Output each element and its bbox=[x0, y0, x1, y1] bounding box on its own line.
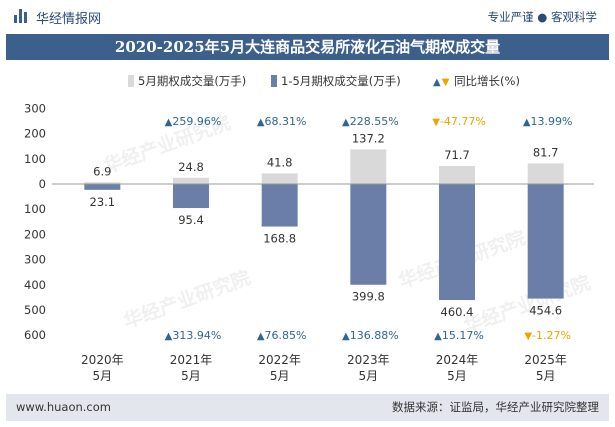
bar-cumulative bbox=[261, 184, 298, 227]
x-tick-label: 2023年 bbox=[347, 353, 390, 367]
value-label-monthly: 6.9 bbox=[93, 164, 111, 178]
value-label-monthly: 24.8 bbox=[178, 160, 204, 174]
y-tick-label: 600 bbox=[24, 328, 46, 342]
tagline: 专业严谨 ● 客观科学 bbox=[487, 10, 597, 24]
triangle-up-icon: ▲ bbox=[433, 77, 441, 88]
x-tick-label: 5月 bbox=[270, 369, 290, 383]
legend-item-growth: ▲▼ 同比增长(%) bbox=[433, 73, 520, 89]
chart-title: 2020-2025年5月大连商品交易所液化石油气期权成交量 bbox=[6, 34, 609, 60]
value-label-cumulative: 23.1 bbox=[90, 195, 116, 209]
growth-label-cumulative: ▲313.94% bbox=[165, 329, 222, 342]
value-label-cumulative: 460.4 bbox=[441, 305, 474, 319]
growth-label-cumulative: ▲136.88% bbox=[342, 329, 399, 342]
bar-monthly bbox=[84, 182, 121, 184]
brand-name: 华经情报网 bbox=[36, 12, 102, 27]
growth-label-monthly: ▲259.96% bbox=[165, 115, 222, 128]
value-label-monthly: 137.2 bbox=[352, 131, 385, 145]
chart-area: 300 200 100 0 100 200 300 400 500 600 6.9 23.1 2020年… bbox=[24, 101, 594, 383]
triangle-down-icon: ▼ bbox=[441, 77, 450, 88]
growth-label-cumulative: ▲15.17% bbox=[434, 329, 484, 342]
x-tick-label: 2020年 bbox=[81, 353, 124, 367]
value-label-cumulative: 454.6 bbox=[529, 304, 562, 318]
x-tick-label: 5月 bbox=[536, 369, 556, 383]
bar-cumulative bbox=[173, 184, 209, 209]
value-label-cumulative: 168.8 bbox=[263, 232, 296, 246]
bar-cumulative bbox=[84, 184, 121, 190]
x-tick-label: 2022年 bbox=[258, 353, 301, 367]
bar-monthly bbox=[527, 163, 564, 184]
x-tick-label: 2025年 bbox=[524, 353, 567, 367]
bar-cumulative bbox=[527, 184, 564, 299]
legend-label-growth: 同比增长(%) bbox=[454, 74, 520, 88]
footer-url[interactable]: www.huaon.com bbox=[16, 400, 111, 414]
x-tick-label: 2021年 bbox=[170, 353, 213, 367]
value-label-monthly: 81.7 bbox=[533, 145, 559, 159]
logo-icon bbox=[14, 9, 28, 23]
y-tick-label: 100 bbox=[24, 152, 46, 166]
bar-monthly bbox=[350, 149, 387, 184]
footer-source: 数据来源：证监局，华经产业研究院整理 bbox=[392, 400, 599, 414]
bar-cumulative bbox=[350, 184, 387, 285]
bar-monthly bbox=[261, 173, 298, 184]
legend: 5月期权成交量(万手) 1-5月期权成交量(万手) ▲▼ 同比增长(%) bbox=[0, 73, 615, 91]
footer: www.huaon.com 数据来源：证监局，华经产业研究院整理 bbox=[6, 394, 609, 421]
y-tick-label: 200 bbox=[24, 127, 46, 141]
y-tick-label: 400 bbox=[24, 278, 46, 292]
x-tick-label: 5月 bbox=[359, 369, 379, 383]
legend-swatch-monthly bbox=[128, 75, 134, 87]
y-tick-label: 300 bbox=[24, 101, 46, 115]
growth-label-monthly: ▲228.55% bbox=[342, 115, 399, 128]
x-tick-label: 5月 bbox=[181, 369, 201, 383]
growth-label-monthly: ▲13.99% bbox=[523, 115, 573, 128]
growth-label-cumulative: ▲76.85% bbox=[257, 329, 307, 342]
legend-item-cumulative: 1-5月期权成交量(万手) bbox=[271, 73, 401, 89]
legend-swatch-cumulative bbox=[271, 75, 277, 87]
growth-label-cumulative: ▼-1.27% bbox=[524, 329, 571, 342]
bar-monthly bbox=[173, 177, 209, 184]
value-label-monthly: 71.7 bbox=[444, 148, 470, 162]
growth-label-monthly: ▼-47.77% bbox=[432, 115, 486, 128]
value-label-cumulative: 399.8 bbox=[352, 290, 385, 304]
x-tick-label: 2024年 bbox=[436, 353, 479, 367]
bar-cumulative bbox=[439, 184, 475, 301]
y-tick-label: 0 bbox=[39, 177, 46, 191]
y-tick-label: 100 bbox=[24, 202, 46, 216]
value-label-cumulative: 95.4 bbox=[178, 213, 204, 227]
x-tick-label: 5月 bbox=[93, 369, 113, 383]
y-tick-label: 300 bbox=[24, 253, 46, 267]
y-tick-label: 200 bbox=[24, 227, 46, 241]
legend-label-monthly: 5月期权成交量(万手) bbox=[138, 74, 247, 88]
y-tick-label: 500 bbox=[24, 303, 46, 317]
legend-item-monthly: 5月期权成交量(万手) bbox=[128, 73, 246, 89]
top-bar: 华经情报网 专业严谨 ● 客观科学 bbox=[0, 0, 615, 34]
legend-label-cumulative: 1-5月期权成交量(万手) bbox=[281, 74, 401, 88]
bar-monthly bbox=[439, 165, 475, 184]
growth-label-monthly: ▲68.31% bbox=[257, 115, 307, 128]
value-label-monthly: 41.8 bbox=[267, 155, 293, 169]
x-tick-label: 5月 bbox=[447, 369, 467, 383]
